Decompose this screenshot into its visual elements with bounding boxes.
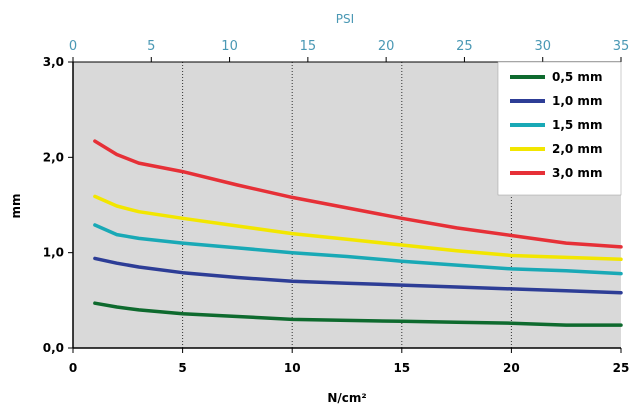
x-tick-label-4: 20 [503,361,520,375]
y-tick-label-2: 2,0 [43,150,64,164]
x2-tick-label-1: 5 [147,39,155,54]
x2-tick-label-2: 10 [221,39,238,54]
tick-layer: 0 5 10 15 20 25 0 5 10 15 20 25 30 35 0,0 1,0 2,0 3,0 [43,39,630,375]
x2-tick-label-4: 20 [378,39,395,54]
x-tick-label-0: 0 [69,361,77,375]
x-tick-label-2: 10 [284,361,301,375]
x2-tick-label-5: 25 [456,39,473,54]
x2-axis-title: PSI [336,12,354,26]
series-line-1 [93,256,623,295]
legend-label-3: 2,0 mm [552,142,602,156]
x2-tick-label-7: 35 [613,39,630,54]
legend-label-0: 0,5 mm [552,70,602,84]
y-tick-label-1: 1,0 [43,246,64,260]
series-line-3 [93,194,623,262]
y-tick-label-0: 0,0 [43,341,64,355]
series-line-4 [93,139,623,249]
y-axis-title: mm [9,193,23,218]
series-layer [93,139,623,327]
legend-label-4: 3,0 mm [552,166,602,180]
x2-tick-label-3: 15 [300,39,317,54]
x2-tick-label-6: 30 [534,39,551,54]
x2-tick-label-0: 0 [69,39,77,54]
y-tick-label-3: 3,0 [43,55,64,69]
series-line-2 [93,223,623,276]
x-tick-label-1: 5 [178,361,186,375]
legend-label-1: 1,0 mm [552,94,602,108]
series-line-0 [93,301,623,327]
legend-layer: 0,5 mm 1,0 mm 1,5 mm 2,0 mm 3,0 mm [497,61,622,196]
legend-label-2: 1,5 mm [552,118,602,132]
x-tick-label-5: 25 [613,361,630,375]
x-tick-label-3: 15 [393,361,410,375]
x-axis-title: N/cm² [327,391,366,405]
